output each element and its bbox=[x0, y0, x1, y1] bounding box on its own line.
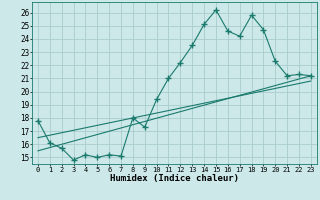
X-axis label: Humidex (Indice chaleur): Humidex (Indice chaleur) bbox=[110, 174, 239, 183]
